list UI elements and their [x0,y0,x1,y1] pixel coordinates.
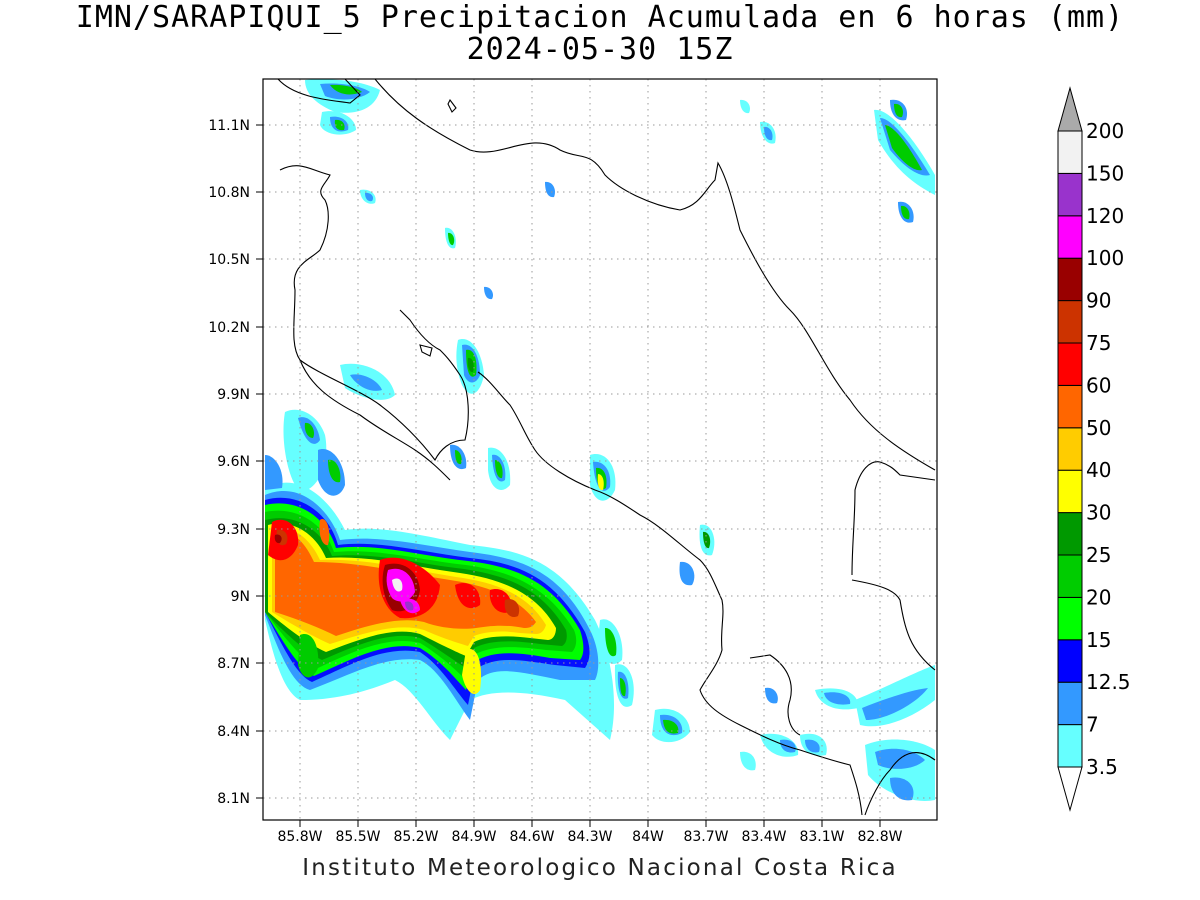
colorbar-swatch [1057,469,1083,514]
colorbar-label: 20 [1086,585,1111,609]
lon-label: 84.6W [509,829,554,845]
colorbar-label: 12.5 [1086,670,1131,694]
colorbar-label: 50 [1086,416,1111,440]
southern-cells [740,665,935,801]
lon-label: 83.1W [799,829,844,845]
lat-label: 10.8N [208,185,250,201]
colorbar-label: 150 [1086,161,1124,185]
colorbar-label: 75 [1086,331,1111,355]
colorbar-swatch [1057,554,1083,598]
lon-label: 83.7W [683,829,728,845]
colorbar-swatch [1057,639,1083,683]
lat-label: 9.9N [217,387,250,403]
lat-label: 8.1N [217,791,250,807]
colorbar-label: 15 [1086,628,1111,652]
colorbar-swatch [1057,681,1083,726]
colorbar-label: 40 [1086,458,1111,482]
coastlines [277,79,936,816]
colorbar: 3.5 7 12.5 15 20 25 30 40 50 60 75 90 100 120 150 200 [1057,86,1131,812]
colorbar-swatch [1057,257,1083,302]
lat-label: 8.4N [217,724,250,740]
colorbar-swatch [1057,512,1083,556]
map-grid [263,79,937,820]
lon-label: 85.5W [335,829,380,845]
colorbar-swatch [1057,130,1083,174]
northern-cells [305,79,935,300]
lon-label: 84.3W [567,829,612,845]
colorbar-label: 3.5 [1086,755,1118,779]
colorbar-label: 25 [1086,543,1111,567]
map-frame [262,78,938,821]
colorbar-swatch [1057,384,1083,429]
colorbar-label: 30 [1086,501,1111,525]
central-cells [340,339,715,743]
lat-label: 9.3N [217,522,250,538]
colorbar-swatch [1057,300,1083,344]
colorbar-label: 200 [1086,119,1124,143]
footer-credit: Instituto Meteorologico Nacional Costa R… [302,855,898,881]
colorbar-overflow-triangle [1057,86,1083,132]
lat-label: 9.6N [217,454,250,470]
lat-label: 10.5N [208,252,250,268]
colorbar-swatch [1057,427,1083,471]
main-rain-band [265,482,615,740]
colorbar-swatch [1057,215,1083,259]
colorbar-label: 60 [1086,373,1111,397]
colorbar-label: 90 [1086,289,1111,313]
colorbar-label: 120 [1086,204,1124,228]
colorbar-label: 7 [1086,713,1099,737]
lat-label: 8.7N [217,656,250,672]
lat-label: 10.2N [208,320,250,336]
lon-label: 83.4W [741,829,786,845]
colorbar-swatch [1057,596,1083,641]
tick-marks [256,124,881,827]
colorbar-underflow-triangle [1057,766,1083,812]
map-title: IMN/SARAPIQUI_5 Precipitacion Acumulada … [75,0,1125,35]
colorbar-swatch [1057,342,1083,386]
colorbar-label: 100 [1086,246,1124,270]
lat-label: 11.1N [208,118,250,134]
latitude-labels: 11.1N 10.8N 10.5N 10.2N 9.9N 9.6N 9.3N 9… [208,118,250,807]
lon-label: 85.8W [277,829,322,845]
lon-label: 84W [632,829,664,845]
lat-label: 9N [231,589,250,605]
lon-label: 82.8W [857,829,902,845]
western-cells [265,409,345,496]
colorbar-swatch [1057,724,1083,768]
map-datetime: 2024-05-30 15Z [466,32,734,67]
lon-label: 84.9W [451,829,496,845]
colorbar-swatch [1057,172,1083,217]
precipitation-field [265,79,935,801]
lon-label: 85.2W [393,829,438,845]
longitude-labels: 85.8W 85.5W 85.2W 84.9W 84.6W 84.3W 84W … [277,829,902,845]
